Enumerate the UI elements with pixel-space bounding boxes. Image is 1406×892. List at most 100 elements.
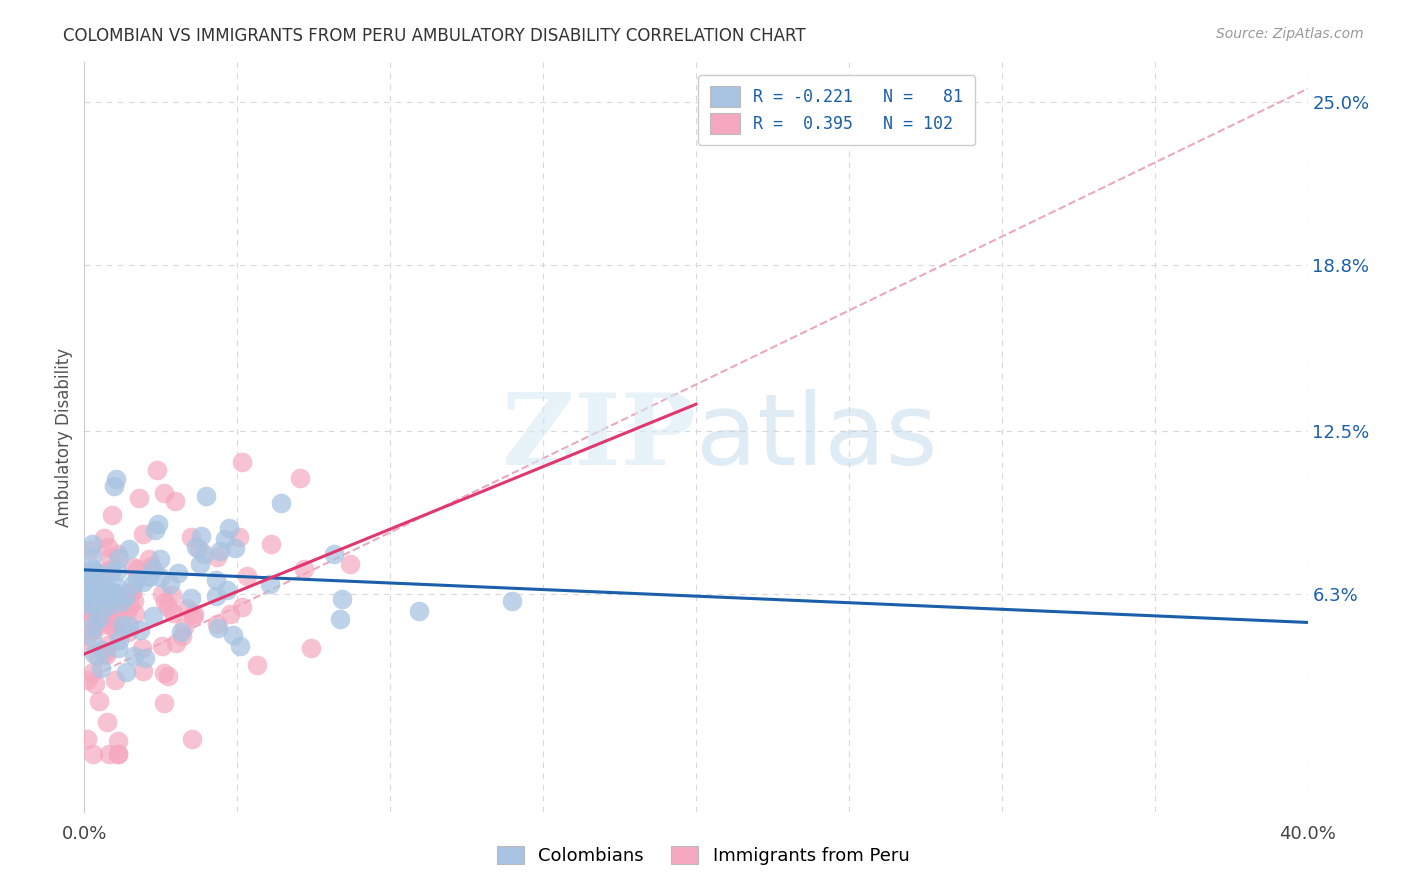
Point [82, 596, 104, 610]
Point [156, 669, 179, 683]
Point [292, 562, 315, 576]
Point [104, 673, 127, 687]
Point [79, 543, 101, 558]
Point [100, 566, 122, 580]
Point [98, 616, 121, 631]
Point [91, 566, 114, 581]
Point [194, 490, 217, 504]
Point [231, 599, 253, 614]
Point [80, 537, 103, 551]
Point [100, 508, 122, 523]
Point [180, 731, 202, 746]
Text: Source: ZipAtlas.com: Source: ZipAtlas.com [1216, 27, 1364, 41]
Point [103, 585, 125, 599]
Text: 0.0%: 0.0% [62, 825, 107, 843]
Point [89, 602, 111, 616]
Point [75, 633, 97, 648]
Point [190, 558, 212, 572]
Point [224, 541, 246, 556]
Point [329, 612, 352, 626]
Point [236, 569, 259, 583]
Point [77, 566, 100, 580]
Point [229, 639, 252, 653]
Point [115, 604, 138, 618]
Point [93, 531, 115, 545]
Point [79, 598, 101, 612]
Point [124, 607, 146, 621]
Point [90, 661, 112, 675]
Point [83, 585, 105, 599]
Point [153, 595, 176, 609]
Point [150, 587, 173, 601]
Text: COLOMBIAN VS IMMIGRANTS FROM PERU AMBULATORY DISABILITY CORRELATION CHART: COLOMBIAN VS IMMIGRANTS FROM PERU AMBULA… [63, 27, 806, 45]
Point [193, 547, 215, 561]
Point [98, 599, 121, 613]
Point [89, 619, 111, 633]
Point [183, 607, 205, 622]
Point [83, 603, 105, 617]
Point [205, 617, 228, 632]
Point [176, 601, 198, 615]
Point [93, 583, 115, 598]
Point [76, 616, 98, 631]
Point [153, 696, 176, 710]
Point [76, 732, 98, 747]
Point [87, 694, 110, 708]
Point [131, 641, 153, 656]
Point [107, 633, 129, 648]
Text: 40.0%: 40.0% [1279, 825, 1336, 843]
Point [125, 562, 148, 576]
Text: ZIP: ZIP [501, 389, 696, 485]
Point [103, 479, 125, 493]
Point [128, 491, 150, 505]
Point [77, 572, 100, 586]
Point [100, 618, 122, 632]
Point [117, 541, 139, 556]
Point [142, 608, 165, 623]
Point [122, 648, 145, 663]
Point [323, 547, 346, 561]
Point [107, 640, 129, 655]
Point [98, 747, 121, 761]
Point [121, 559, 143, 574]
Point [90, 578, 112, 592]
Point [138, 570, 160, 584]
Legend: R = -0.221   N =   81, R =  0.395   N = 102: R = -0.221 N = 81, R = 0.395 N = 102 [699, 75, 976, 145]
Point [83, 585, 105, 599]
Point [82, 562, 104, 576]
Point [105, 564, 128, 578]
Point [93, 607, 115, 621]
Point [107, 747, 129, 761]
Point [98, 585, 121, 599]
Point [105, 590, 128, 604]
Point [84, 677, 107, 691]
Point [105, 472, 128, 486]
Point [97, 586, 120, 600]
Point [75, 595, 97, 609]
Point [105, 580, 128, 594]
Point [270, 496, 292, 510]
Point [153, 665, 176, 680]
Point [228, 530, 250, 544]
Point [76, 585, 98, 599]
Point [160, 588, 183, 602]
Point [103, 586, 125, 600]
Point [108, 603, 131, 617]
Point [77, 607, 100, 621]
Point [96, 648, 118, 662]
Point [188, 542, 211, 557]
Point [80, 623, 103, 637]
Point [132, 527, 155, 541]
Point [104, 623, 127, 637]
Point [231, 455, 253, 469]
Point [165, 494, 187, 508]
Point [153, 486, 176, 500]
Point [87, 611, 110, 625]
Point [170, 624, 193, 639]
Point [214, 532, 236, 546]
Point [299, 640, 322, 655]
Point [73, 587, 96, 601]
Point [218, 521, 240, 535]
Point [149, 570, 172, 584]
Point [142, 561, 165, 575]
